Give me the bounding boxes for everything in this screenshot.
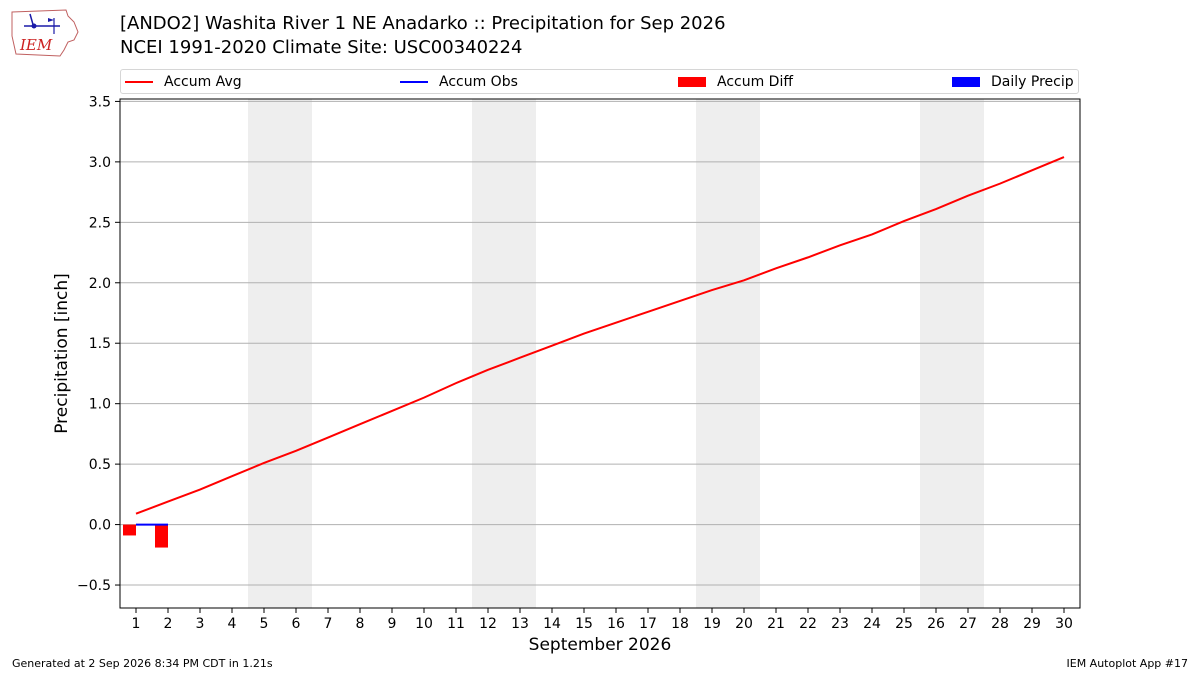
x-tick-label: 4	[228, 616, 237, 632]
accum-avg-line	[135, 156, 1065, 515]
legend-swatch-accum-obs	[400, 80, 428, 83]
x-tick-label: 9	[388, 616, 397, 632]
x-tick-label: 12	[479, 616, 497, 632]
x-tick-label: 30	[1055, 616, 1073, 632]
y-tick-label: 2.5	[89, 215, 111, 231]
footer-app-label: IEM Autoplot App #17	[1066, 657, 1189, 670]
x-tick-label: 6	[292, 616, 301, 632]
x-tick-label: 19	[703, 616, 721, 632]
y-tick-label: 3.0	[89, 155, 111, 171]
weekend-shade-4	[920, 99, 984, 608]
x-tick-label: 1	[132, 616, 141, 632]
legend-swatch-accum-diff	[678, 76, 706, 87]
iem-logo-text: IEM	[19, 36, 53, 54]
chart-subtitle: NCEI 1991-2020 Climate Site: USC00340224	[120, 37, 523, 58]
iem-logo: IEM	[8, 6, 80, 58]
x-tick-label: 23	[831, 616, 849, 632]
plot-frame	[119, 98, 1081, 609]
iowa-state-outline-icon: IEM	[11, 9, 79, 57]
y-tick-label: 1.5	[89, 336, 111, 352]
x-tick-label: 14	[543, 616, 561, 632]
x-tick-label: 27	[959, 616, 977, 632]
x-tick-label: 8	[356, 616, 365, 632]
accum-diff-bar	[155, 524, 168, 548]
x-tick-label: 29	[1023, 616, 1041, 632]
weekend-shade-2	[472, 99, 536, 608]
weekend-shade-3	[696, 99, 760, 608]
y-tick-label: 0.5	[89, 457, 111, 473]
legend-entry-accum-obs: Accum Obs	[400, 70, 518, 93]
y-tick-label: 0.0	[89, 518, 111, 534]
x-tick-label: 3	[196, 616, 205, 632]
x-tick-label: 7	[324, 616, 333, 632]
legend-label-daily-precip: Daily Precip	[991, 73, 1074, 90]
x-tick-label: 21	[767, 616, 785, 632]
x-tick-label: 13	[511, 616, 529, 632]
legend-entry-accum-diff: Accum Diff	[678, 70, 793, 93]
x-tick-label: 16	[607, 616, 625, 632]
legend-label-accum-obs: Accum Obs	[439, 73, 518, 90]
x-tick-label: 5	[260, 616, 269, 632]
legend-label-accum-diff: Accum Diff	[717, 73, 794, 90]
chart-title: [ANDO2] Washita River 1 NE Anadarko :: P…	[120, 13, 726, 34]
y-tick-label: 1.0	[89, 397, 111, 413]
x-axis-label: September 2026	[529, 635, 672, 655]
y-tick-label: 3.5	[89, 94, 111, 110]
legend-label-accum-avg: Accum Avg	[164, 73, 242, 90]
legend-entry-daily-precip: Daily Precip	[952, 70, 1074, 93]
x-tick-label: 2	[164, 616, 173, 632]
accum-diff-bar	[123, 524, 136, 536]
legend-swatch-daily-precip	[952, 76, 980, 87]
y-tick-label: −0.5	[77, 578, 111, 594]
x-tick-label: 10	[415, 616, 433, 632]
x-tick-label: 15	[575, 616, 593, 632]
x-tick-label: 18	[671, 616, 689, 632]
footer-generated-text: Generated at 2 Sep 2026 8:34 PM CDT in 1…	[12, 657, 273, 670]
x-tick-label: 11	[447, 616, 465, 632]
chart-legend: Accum Avg Accum Obs Accum Diff Daily Pre…	[120, 69, 1079, 94]
x-tick-label: 17	[639, 616, 657, 632]
y-axis-label: Precipitation [inch]	[52, 273, 72, 434]
x-tick-label: 20	[735, 616, 753, 632]
legend-swatch-accum-avg	[125, 80, 153, 83]
weekend-shade-1	[248, 99, 312, 608]
legend-entry-accum-avg: Accum Avg	[125, 70, 242, 93]
x-tick-label: 22	[799, 616, 817, 632]
x-tick-label: 25	[895, 616, 913, 632]
x-tick-label: 24	[863, 616, 881, 632]
x-tick-label: 28	[991, 616, 1009, 632]
x-tick-label: 26	[927, 616, 945, 632]
y-tick-label: 2.0	[89, 276, 111, 292]
